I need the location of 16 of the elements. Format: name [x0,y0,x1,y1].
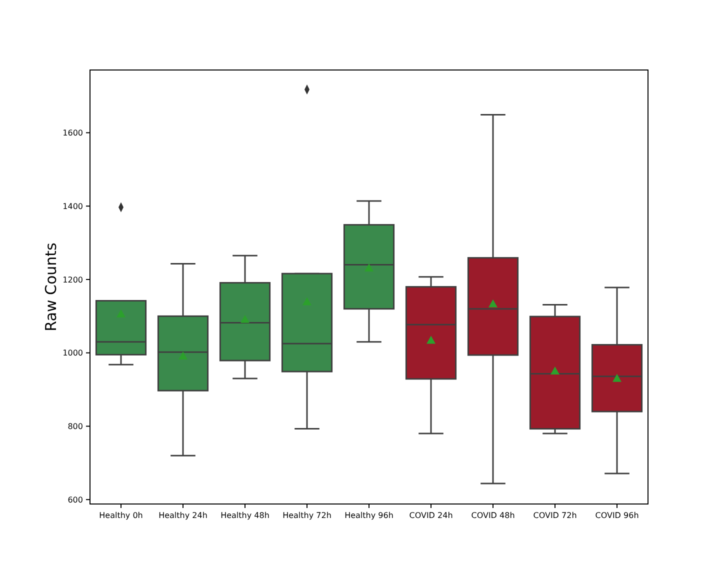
y-axis-title: Raw Counts [42,242,60,332]
x-tick-label: COVID 48h [471,511,515,520]
y-tick-label: 1200 [62,275,83,284]
y-tick-label: 1600 [62,128,83,138]
y-tick-label: 1000 [62,348,83,358]
x-tick-label: Healthy 0h [99,511,143,520]
x-tick-label: COVID 72h [533,511,577,520]
y-tick-label: 600 [68,495,83,504]
y-tick-label: 1400 [62,202,83,211]
x-tick-label: COVID 24h [409,511,453,520]
x-tick-label: Healthy 96h [344,511,394,520]
x-tick-label: Healthy 24h [158,511,208,520]
y-tick-label: 800 [68,422,83,432]
x-tick-label: COVID 96h [595,511,639,520]
x-tick-label: Healthy 72h [282,511,332,520]
x-tick-label: Healthy 48h [220,511,270,520]
